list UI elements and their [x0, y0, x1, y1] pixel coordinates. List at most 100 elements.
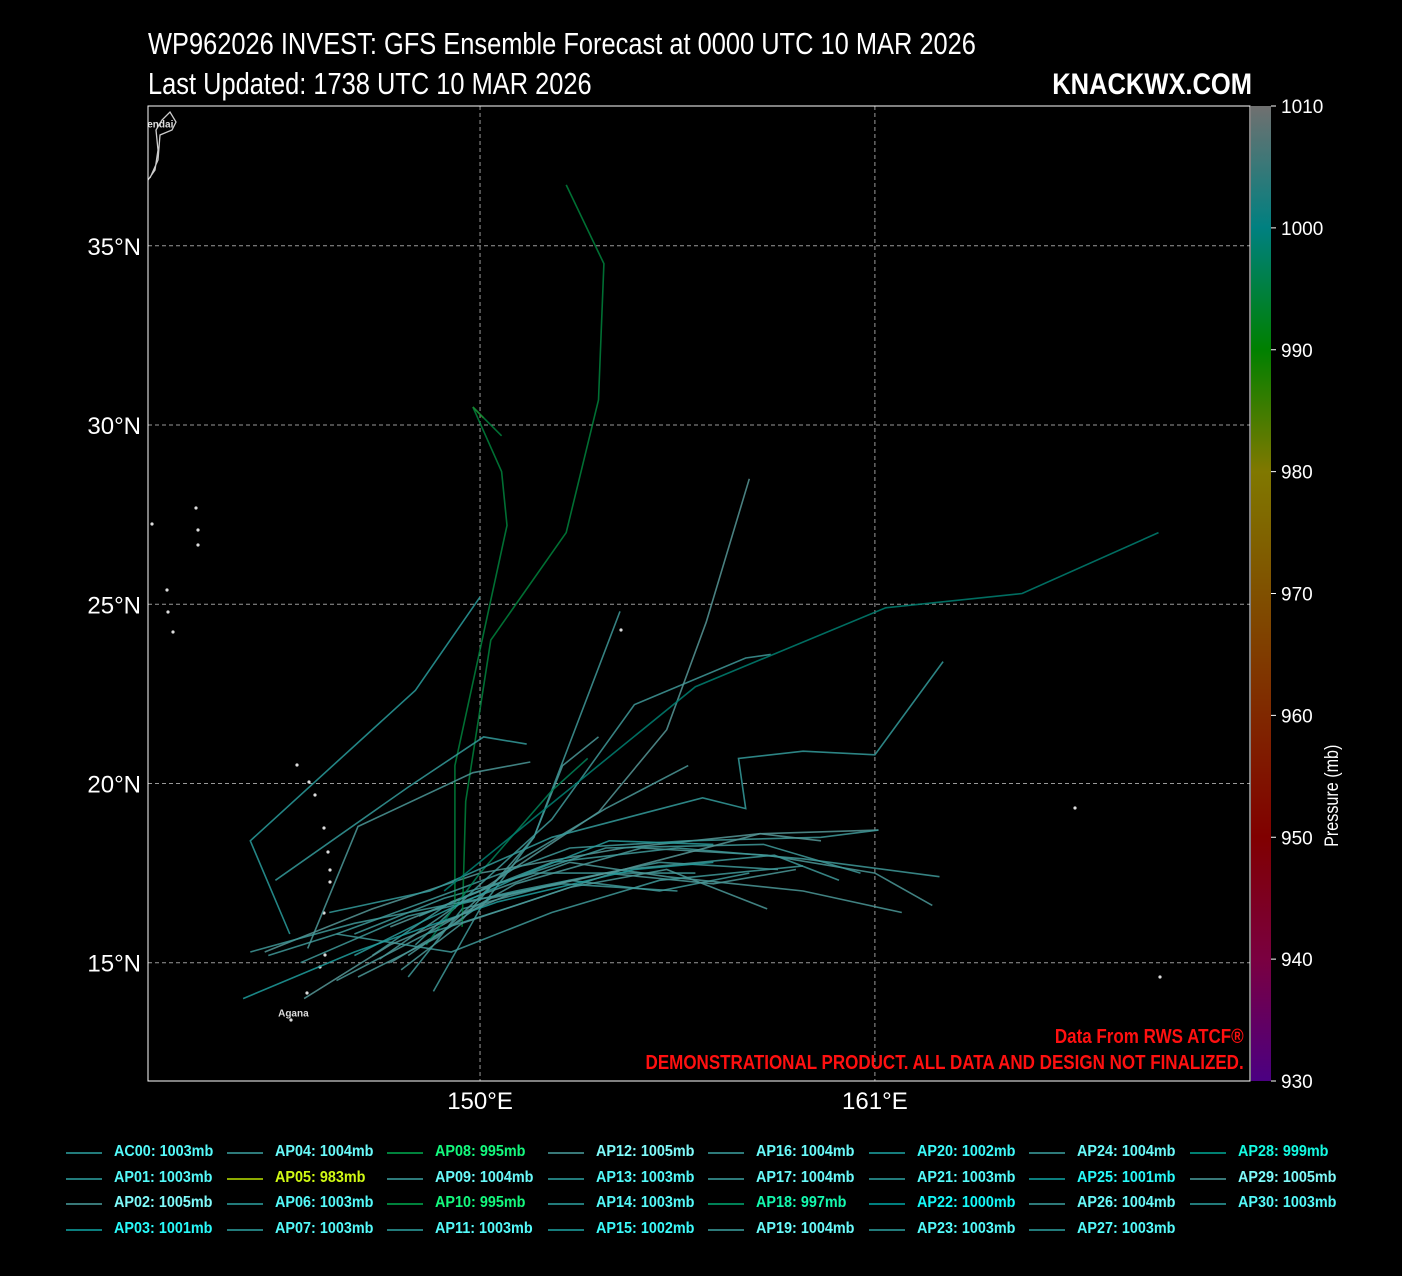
legend-swatch: [66, 1152, 102, 1154]
track-ap06: [371, 847, 940, 957]
legend-entry: AP03: 1001mb: [114, 1219, 213, 1237]
legend-swatch: [66, 1177, 102, 1180]
island: [322, 826, 326, 830]
island: [289, 1018, 293, 1022]
legend-swatch: [226, 1152, 263, 1154]
colorbar-tick-label: 960: [1281, 706, 1313, 727]
legend-swatch: [1189, 1152, 1226, 1154]
legend-entry: AP18: 997mb: [756, 1194, 847, 1211]
legend-entry: AP10: 995mb: [435, 1194, 526, 1211]
legend-swatch: [1029, 1152, 1065, 1154]
legend-entry: AP07: 1003mb: [274, 1219, 373, 1237]
legend-entry: AP05: 983mb: [274, 1168, 365, 1186]
track-ap28: [443, 531, 1159, 892]
axis-ticks: 150°E 161°E 15°N 20°N 25°N 30°N 35°N: [87, 234, 907, 1115]
legend-entry: AP12: 1005mb: [595, 1143, 694, 1160]
legend-entry: AP13: 1003mb: [595, 1168, 694, 1186]
legend-swatch: [868, 1152, 905, 1154]
lat-tick-label: 15°N: [87, 951, 141, 978]
legend-swatch: [547, 1177, 584, 1180]
island: [619, 628, 623, 632]
legend-entry: AP30: 1003mb: [1237, 1194, 1336, 1211]
legend-swatch: [868, 1228, 905, 1231]
lat-tick-label: 25°N: [87, 592, 141, 619]
track-ap26: [400, 868, 768, 971]
legend-entry: AP14: 1003mb: [595, 1194, 694, 1211]
legend-swatch: [387, 1228, 423, 1231]
legend-swatch: [1189, 1203, 1226, 1205]
credit-block: Data From RWS ATCF® DEMONSTRATIONAL PROD…: [646, 1024, 1244, 1076]
colorbar-ticks: 1010 1000 990 980 970 960 950 940 930: [1271, 97, 1323, 1093]
legend-swatch: [708, 1228, 744, 1231]
legend-entry: AP17: 1004mb: [756, 1168, 855, 1186]
legend-swatch: [547, 1152, 584, 1154]
colorbar-tick-label: 990: [1281, 341, 1313, 362]
legend-entry: AP28: 999mb: [1237, 1143, 1328, 1160]
island: [307, 780, 311, 784]
legend-swatch: [1029, 1177, 1065, 1180]
legend-swatch: [1029, 1228, 1065, 1231]
legend-entry: AP04: 1004mb: [274, 1143, 373, 1160]
island: [171, 630, 175, 634]
colorbar: [1251, 106, 1271, 1081]
legend-entry: AP11: 1003mb: [435, 1219, 533, 1237]
lat-tick-label: 35°N: [87, 234, 141, 261]
lat-tick-label: 30°N: [87, 413, 141, 440]
island: [1073, 806, 1077, 810]
island: [313, 793, 317, 797]
land-outlines: Sendai Agana: [141, 110, 1162, 1022]
track-ap10: [461, 184, 605, 927]
island: [166, 610, 170, 614]
legend-swatch: [226, 1203, 263, 1205]
track-ap11: [414, 653, 771, 946]
legend-swatch: [226, 1177, 263, 1180]
legend-entry: AP26: 1004mb: [1077, 1194, 1176, 1211]
island: [328, 868, 332, 872]
track-ap29: [303, 832, 822, 1000]
colorbar-tick-label: 1010: [1281, 97, 1323, 118]
legend-entry: AP08: 995mb: [435, 1143, 526, 1160]
legend-entry: AP22: 1000mb: [916, 1194, 1015, 1211]
legend-swatch: [66, 1203, 102, 1205]
track-ap16: [379, 861, 902, 960]
track-ap02: [264, 829, 879, 953]
japan-coastline: [148, 110, 177, 181]
track-ap03: [249, 596, 481, 935]
legend-swatch: [547, 1203, 584, 1205]
legend-entry: AP20: 1002mb: [916, 1143, 1015, 1160]
legend-swatch: [708, 1152, 744, 1154]
legend-entry: AP01: 1003mb: [114, 1168, 213, 1186]
track-ap25: [354, 839, 714, 957]
place-label: Sendai: [141, 120, 174, 131]
track-ap21: [336, 865, 804, 953]
track-ap22: [242, 861, 714, 1000]
legend-swatch: [1029, 1203, 1065, 1205]
island: [323, 953, 327, 957]
colorbar-tick-label: 940: [1281, 950, 1313, 971]
island: [196, 543, 200, 547]
place-label: Agana: [278, 1008, 309, 1019]
colorbar-tick-label: 980: [1281, 463, 1313, 484]
colorbar-label: Pressure (mb): [1321, 745, 1343, 847]
island: [196, 528, 200, 532]
legend-swatch: [868, 1203, 905, 1205]
legend-swatch: [868, 1177, 905, 1180]
brand-logo: KNACKWX.COM: [1052, 68, 1252, 101]
legend-entry: AP29: 1005mb: [1237, 1168, 1336, 1186]
lat-tick-label: 20°N: [87, 771, 141, 798]
island: [328, 880, 332, 884]
track-ap01: [300, 861, 779, 964]
legend-entry: AP16: 1004mb: [756, 1143, 855, 1160]
last-updated: Last Updated: 1738 UTC 10 MAR 2026: [148, 66, 592, 101]
track-ap17: [357, 764, 689, 978]
legend-entry: AP06: 1003mb: [274, 1194, 373, 1211]
gridlines: [148, 106, 1250, 1081]
legend-entry: AP27: 1003mb: [1077, 1219, 1176, 1237]
island: [305, 991, 309, 995]
legend-swatch: [387, 1152, 423, 1154]
track-ap18: [425, 757, 589, 946]
map-frame: [147, 105, 1251, 1082]
legend-entry: AP23: 1003mb: [916, 1219, 1015, 1237]
island: [326, 850, 330, 854]
